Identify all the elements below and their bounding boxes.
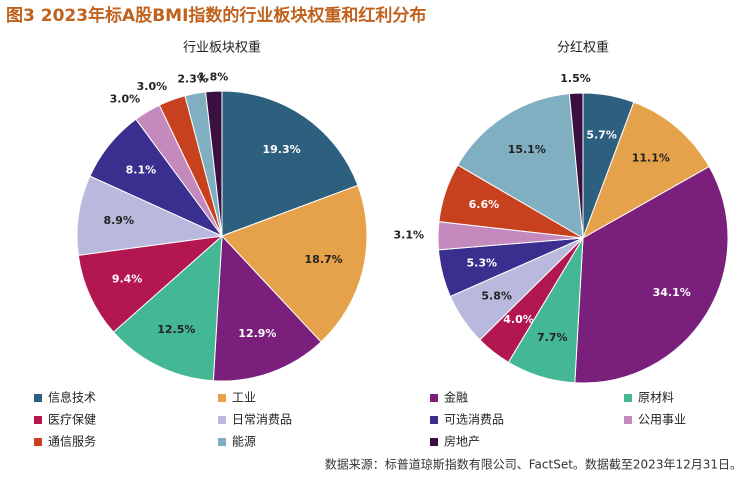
data-label: 8.1% — [126, 163, 157, 176]
legend-swatch — [624, 394, 632, 402]
pie-slice — [205, 90, 223, 237]
data-label: 4.0% — [503, 313, 534, 326]
legend-swatch — [34, 416, 42, 424]
data-label: 5.7% — [586, 128, 617, 141]
legend-label: 医疗保健 — [48, 413, 96, 427]
data-label: 8.9% — [103, 214, 134, 227]
legend-label: 工业 — [232, 391, 256, 405]
data-label: 5.8% — [481, 290, 512, 303]
legend-swatch — [430, 438, 438, 446]
data-label: 11.1% — [632, 152, 670, 165]
legend-swatch — [218, 438, 226, 446]
data-label: 7.7% — [537, 331, 568, 344]
pie-slice — [457, 93, 584, 239]
data-label: 6.6% — [469, 198, 500, 211]
pie-slice — [582, 101, 710, 240]
source-note: 数据来源：标普道琼斯指数有限公司、FactSet。数据截至2023年12月31日… — [325, 457, 742, 472]
pie-slice — [76, 175, 224, 256]
legend-label: 金融 — [444, 390, 468, 405]
legend-swatch — [430, 394, 438, 402]
legend-swatch — [218, 394, 226, 402]
data-label: 1.8% — [198, 70, 229, 83]
data-label: 1.5% — [560, 72, 591, 85]
data-label: 3.0% — [137, 80, 168, 93]
legend-swatch — [34, 394, 42, 402]
data-label: 19.3% — [262, 143, 300, 156]
pie-slice — [212, 234, 322, 382]
data-label: 34.1% — [653, 286, 691, 299]
pie-slice — [221, 184, 368, 343]
pie-slice — [574, 165, 729, 384]
chart-title: 图3 2023年标A股BMI指数的行业板块权重和红利分布 — [6, 5, 426, 26]
data-label: 12.9% — [238, 327, 276, 340]
legend-label: 原材料 — [638, 391, 674, 405]
legend-label: 公用事业 — [638, 413, 686, 427]
pie-slice — [77, 235, 224, 333]
data-label: 3.1% — [394, 229, 425, 242]
pie-slice — [568, 92, 584, 239]
legend-label: 通信服务 — [48, 434, 96, 449]
data-label: 18.7% — [305, 253, 343, 266]
pie-slice — [112, 234, 223, 382]
data-label: 9.4% — [112, 272, 143, 285]
data-label: 12.5% — [157, 323, 195, 336]
pie-title: 分红权重 — [557, 40, 609, 56]
legend-swatch — [624, 416, 632, 424]
data-label: 5.3% — [467, 257, 498, 270]
legend-label: 日常消费品 — [232, 413, 292, 427]
legend-swatch — [34, 438, 42, 446]
legend-swatch — [218, 416, 226, 424]
legend-swatch — [430, 416, 438, 424]
data-label: 2.3% — [177, 73, 208, 86]
pie-slice — [221, 90, 359, 237]
data-label: 3.0% — [110, 93, 141, 106]
legend-label: 可选消费品 — [444, 413, 504, 427]
pie-title: 行业板块权重 — [183, 40, 261, 56]
data-label: 15.1% — [508, 143, 546, 156]
legend-label: 能源 — [232, 435, 256, 449]
legend-label: 房地产 — [444, 434, 480, 449]
legend-label: 信息技术 — [48, 390, 96, 405]
